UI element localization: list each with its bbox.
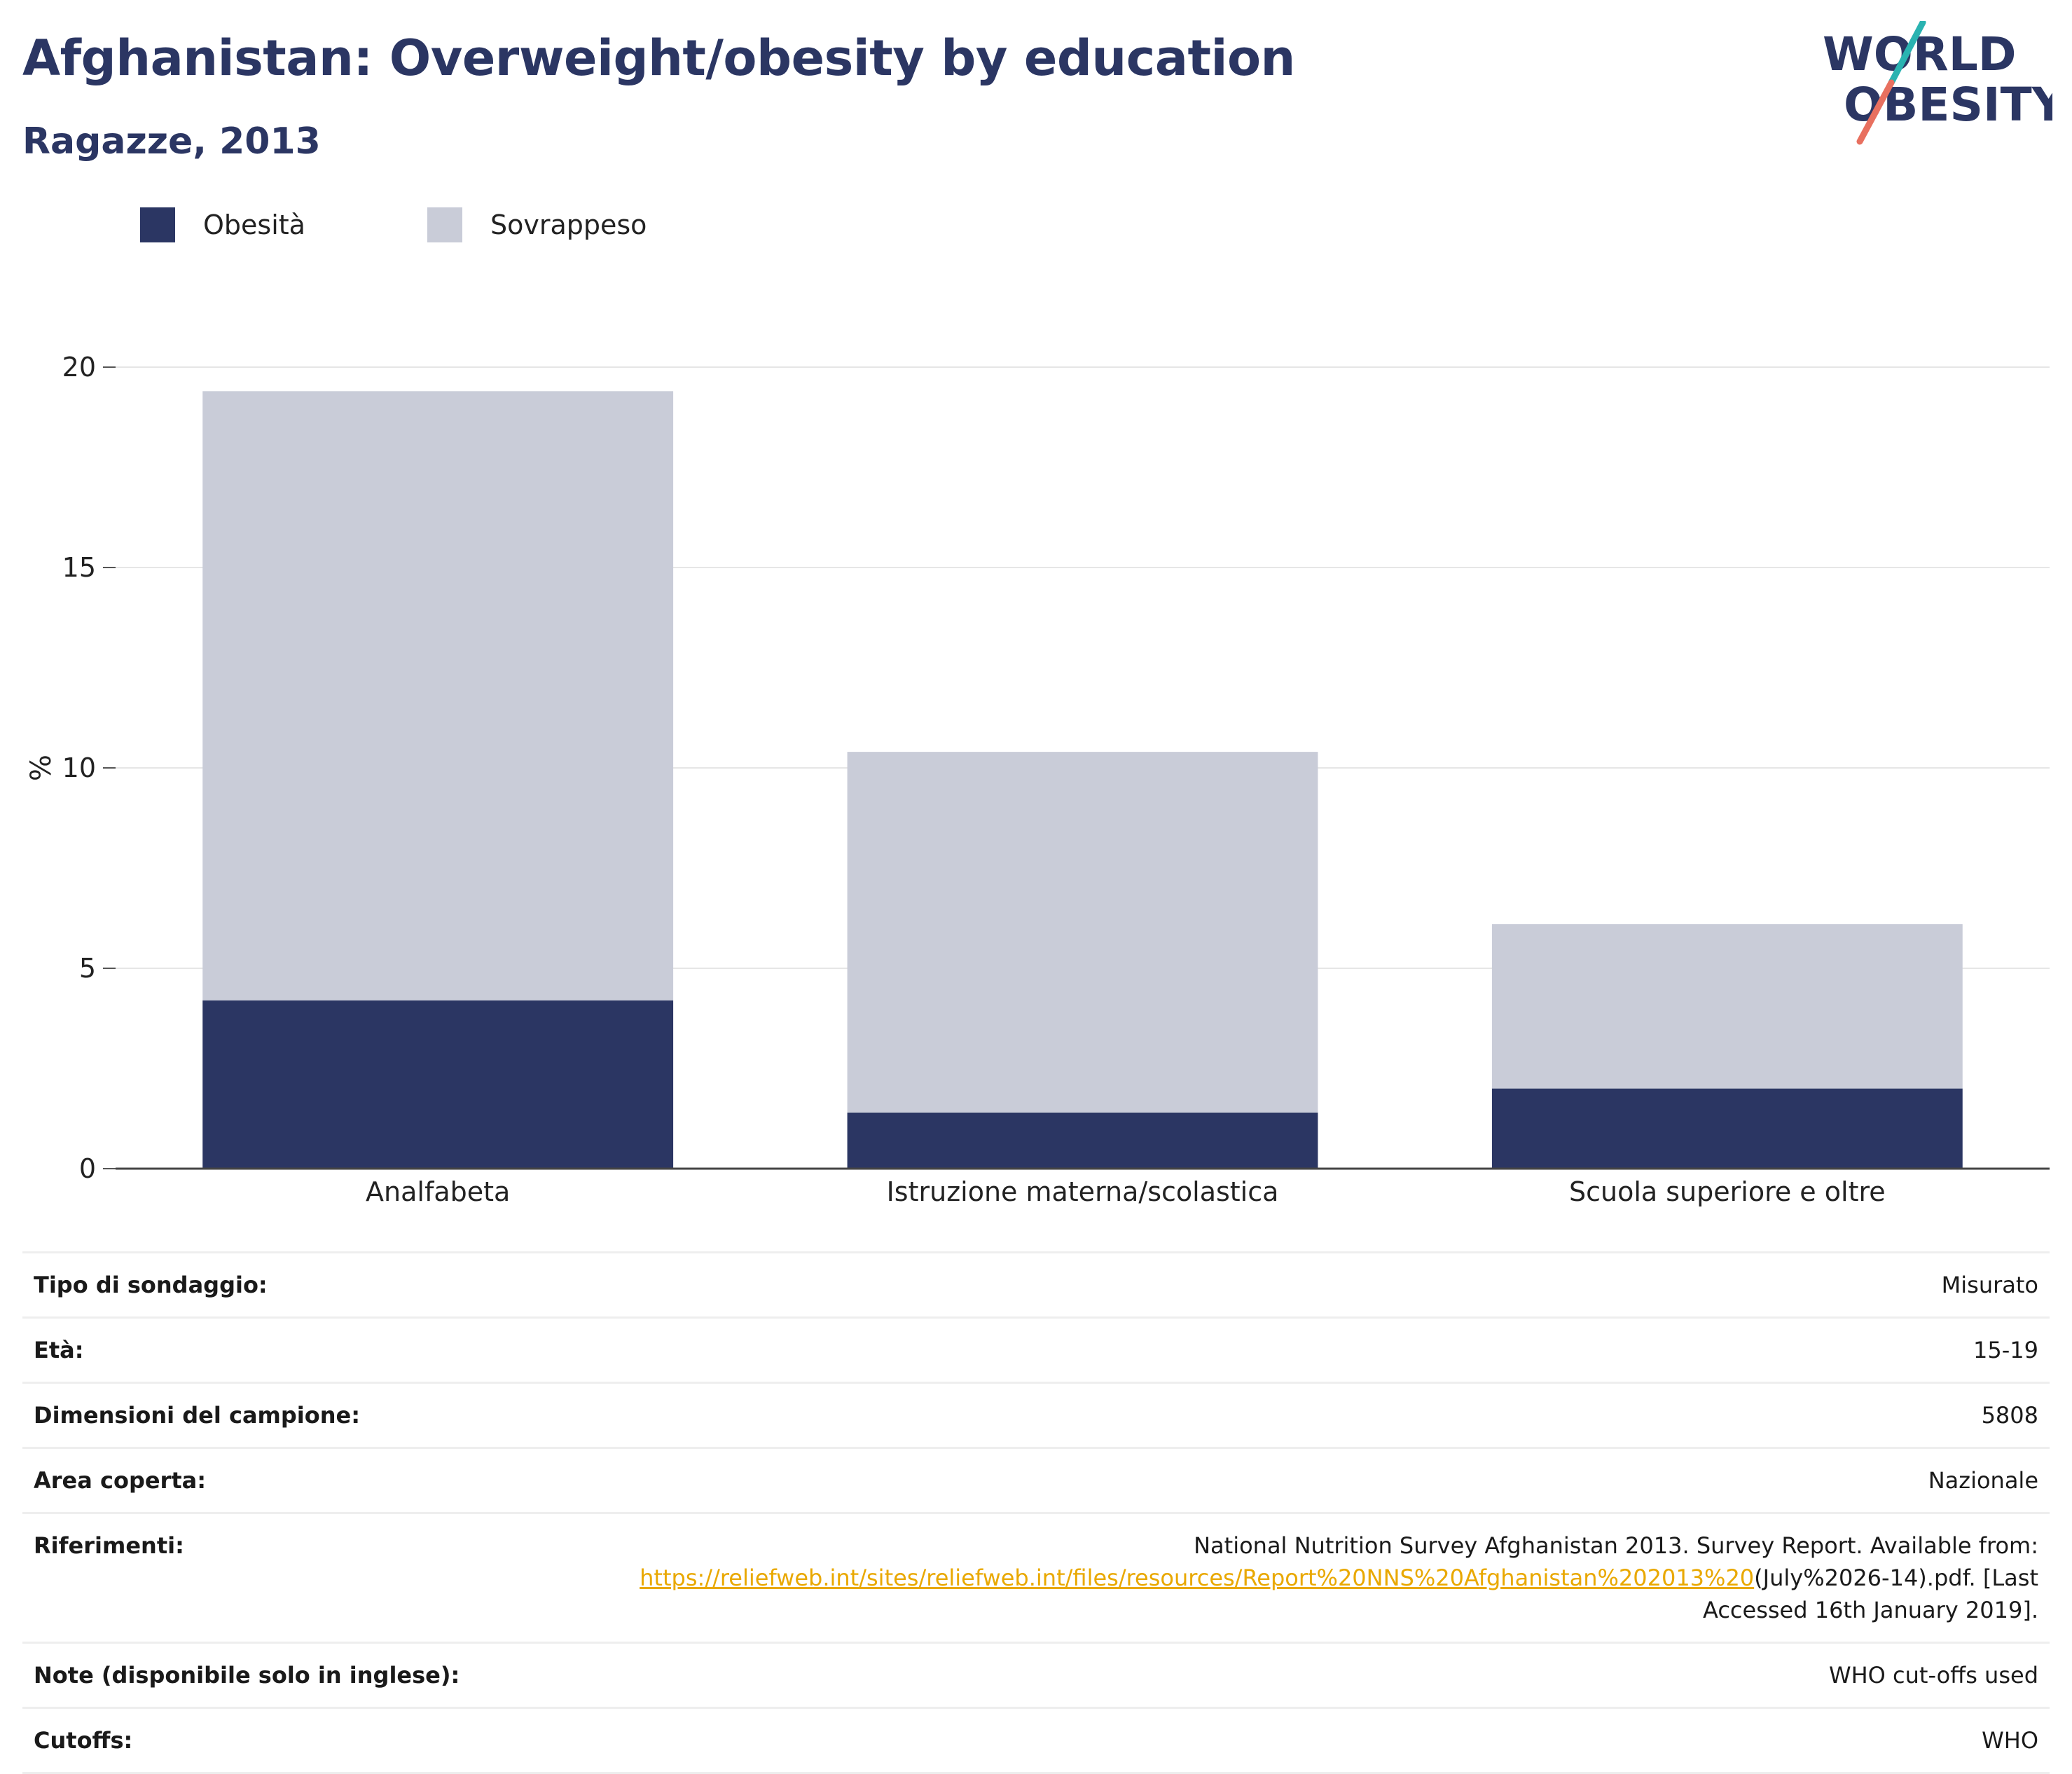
- logo-slash-top: [1888, 21, 1926, 86]
- info-label: Note (disponibile solo in inglese):: [22, 1642, 577, 1709]
- info-row-cutoffs: Cutoffs: WHO: [22, 1707, 2050, 1774]
- y-tick-label: 5: [79, 953, 96, 984]
- y-tick-label: 0: [79, 1153, 96, 1184]
- survey-info-table: Tipo di sondaggio: Misurato Età: 15-19 D…: [22, 1251, 2050, 1774]
- bar-sovrappeso: [847, 752, 1318, 1113]
- legend-swatch-sovrappeso: [427, 207, 462, 242]
- info-row-area: Area coperta: Nazionale: [22, 1447, 2050, 1514]
- stacked-bar-chart: 0 5 10 15 20 Analfabeta Istruzione materna/sco…: [25, 352, 2050, 1207]
- page-subtitle: Ragazze, 2013: [22, 121, 321, 163]
- reference-text: National Nutrition Survey Afghanistan 20…: [1194, 1532, 2038, 1559]
- x-tick-label: Scuola superiore e oltre: [1569, 1176, 1886, 1207]
- info-label: Età:: [22, 1316, 577, 1384]
- info-value: 5808: [577, 1382, 2050, 1449]
- y-tick-label: 15: [62, 552, 96, 583]
- bar-obesita: [1491, 1088, 1963, 1169]
- info-row-riferimenti: Riferimenti: National Nutrition Survey A…: [22, 1512, 2050, 1644]
- bar-sovrappeso: [202, 391, 674, 1001]
- y-tick-label: 10: [62, 752, 96, 783]
- logo-slash-bottom: [1856, 79, 1895, 145]
- info-value: WHO: [577, 1707, 2050, 1774]
- legend-item-obesita[interactable]: Obesità: [140, 207, 305, 242]
- info-value: National Nutrition Survey Afghanistan 20…: [577, 1512, 2050, 1644]
- bar-obesita: [847, 1112, 1318, 1169]
- reference-link[interactable]: https://reliefweb.int/sites/reliefweb.in…: [640, 1565, 1755, 1591]
- bar-sovrappeso: [1491, 924, 1963, 1089]
- info-label: Area coperta:: [22, 1447, 577, 1514]
- y-axis-label: %: [25, 755, 57, 781]
- x-tick-label: Istruzione materna/scolastica: [887, 1176, 1279, 1207]
- legend-label-sovrappeso: Sovrappeso: [490, 209, 647, 240]
- info-label: Dimensioni del campione:: [22, 1382, 577, 1449]
- y-tick-label: 20: [62, 352, 96, 383]
- info-value: Nazionale: [577, 1447, 2050, 1514]
- world-obesity-logo: WORLD OBESITY: [1823, 21, 2052, 145]
- x-tick-label: Analfabeta: [366, 1176, 510, 1207]
- legend-label-obesita: Obesità: [203, 209, 305, 240]
- info-value: Misurato: [577, 1251, 2050, 1319]
- logo-line-1: WORLD: [1823, 27, 2017, 81]
- info-row-eta: Età: 15-19: [22, 1316, 2050, 1384]
- info-value: WHO cut-offs used: [577, 1642, 2050, 1709]
- info-value: 15-19: [577, 1316, 2050, 1384]
- info-row-tipo-sondaggio: Tipo di sondaggio: Misurato: [22, 1251, 2050, 1319]
- logo-line-2: OBESITY: [1844, 78, 2052, 132]
- bar-obesita: [202, 1000, 674, 1169]
- info-label: Tipo di sondaggio:: [22, 1251, 577, 1319]
- reference-text-after: (July%2026-14).pdf. [Last Accessed 16th …: [1702, 1565, 2038, 1623]
- info-row-campione: Dimensioni del campione: 5808: [22, 1382, 2050, 1449]
- info-row-note: Note (disponibile solo in inglese): WHO …: [22, 1642, 2050, 1709]
- page-title: Afghanistan: Overweight/obesity by educa…: [22, 29, 1295, 87]
- legend-item-sovrappeso[interactable]: Sovrappeso: [427, 207, 647, 242]
- info-label: Riferimenti:: [22, 1512, 577, 1644]
- legend-swatch-obesita: [140, 207, 175, 242]
- info-label: Cutoffs:: [22, 1707, 577, 1774]
